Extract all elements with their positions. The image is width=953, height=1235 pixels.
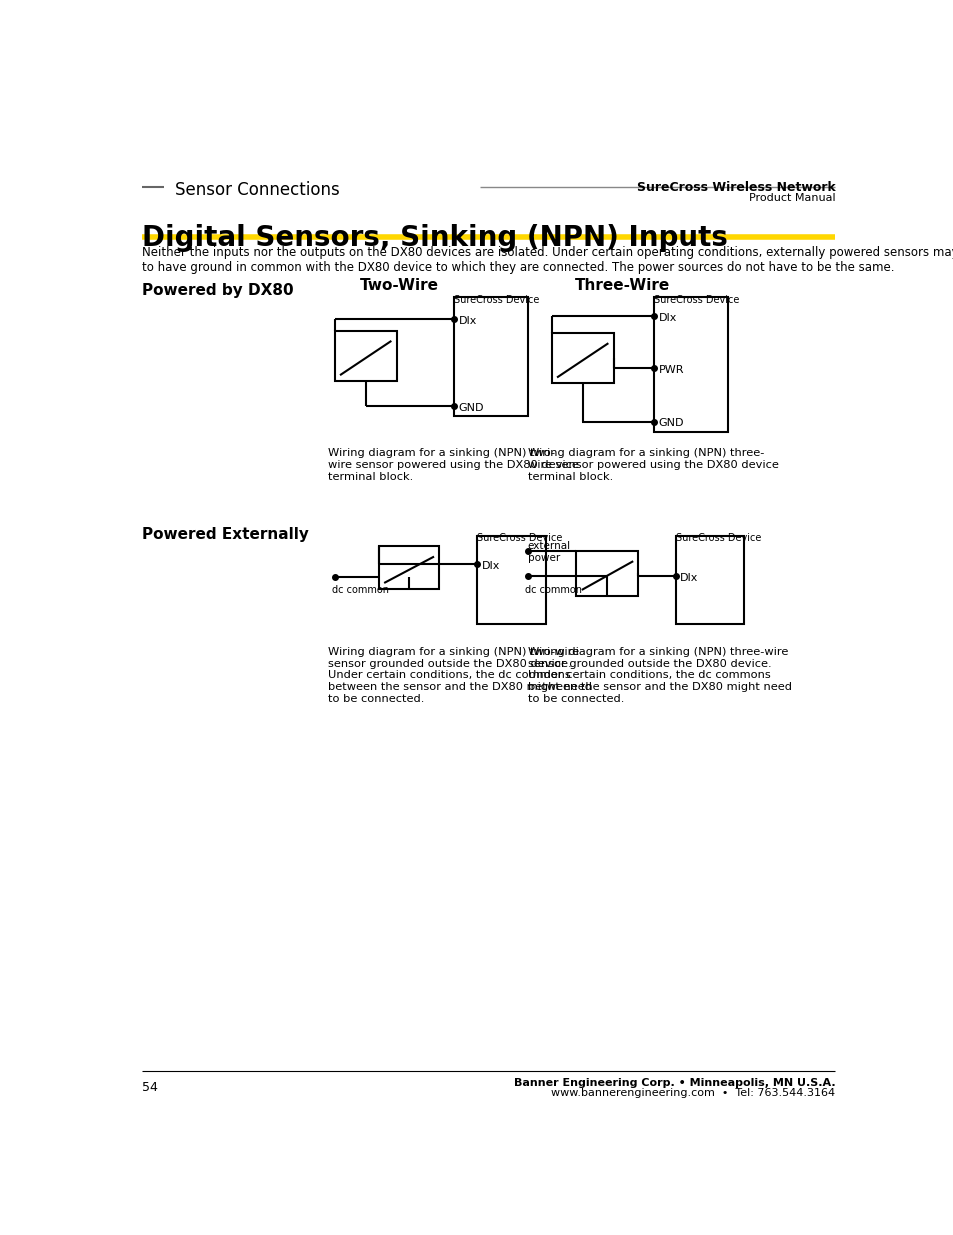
Text: Sensor Connections: Sensor Connections — [174, 180, 339, 199]
Bar — [675, 536, 743, 624]
Text: Powered Externally: Powered Externally — [142, 527, 309, 542]
Text: www.bannerengineering.com  •  Tel: 763.544.3164: www.bannerengineering.com • Tel: 763.544… — [551, 1088, 835, 1098]
Text: 54: 54 — [142, 1082, 158, 1094]
Bar — [378, 546, 439, 589]
Text: Three-Wire: Three-Wire — [575, 278, 670, 293]
Text: Wiring diagram for a sinking (NPN) three-
wire sensor powered using the DX80 dev: Wiring diagram for a sinking (NPN) three… — [528, 448, 779, 482]
Text: external
power: external power — [527, 541, 570, 562]
Text: DIx: DIx — [679, 573, 698, 583]
Text: DIx: DIx — [481, 561, 499, 571]
Text: SureCross Device: SureCross Device — [675, 534, 760, 543]
Text: SureCross Wireless Network: SureCross Wireless Network — [636, 180, 835, 194]
Text: SureCross Device: SureCross Device — [454, 294, 538, 305]
Text: SureCross Device: SureCross Device — [476, 534, 562, 543]
Bar — [476, 536, 545, 624]
Text: GND: GND — [458, 403, 484, 412]
Text: Digital Sensors, Sinking (NPN) Inputs: Digital Sensors, Sinking (NPN) Inputs — [142, 224, 727, 252]
Text: Two-Wire: Two-Wire — [359, 278, 438, 293]
Bar — [576, 551, 638, 595]
Text: Product Manual: Product Manual — [748, 193, 835, 203]
Text: Banner Engineering Corp. • Minneapolis, MN U.S.A.: Banner Engineering Corp. • Minneapolis, … — [513, 1078, 835, 1088]
Text: Powered by DX80: Powered by DX80 — [142, 283, 294, 298]
Text: Wiring diagram for a sinking (NPN) three-wire
sensor grounded outside the DX80 d: Wiring diagram for a sinking (NPN) three… — [528, 647, 792, 704]
Text: Wiring diagram for a sinking (NPN) two-wire
sensor grounded outside the DX80 dev: Wiring diagram for a sinking (NPN) two-w… — [328, 647, 592, 704]
Text: Neither the inputs nor the outputs on the DX80 devices are isolated. Under certa: Neither the inputs nor the outputs on th… — [142, 246, 953, 274]
Bar — [454, 296, 527, 416]
Text: DIx: DIx — [458, 316, 476, 326]
Text: GND: GND — [658, 419, 683, 429]
Text: Wiring diagram for a sinking (NPN) two-
wire sensor powered using the DX80 devic: Wiring diagram for a sinking (NPN) two- … — [328, 448, 578, 482]
Bar — [551, 333, 613, 383]
Text: dc common: dc common — [332, 585, 389, 595]
Text: PWR: PWR — [658, 364, 683, 374]
Bar — [335, 331, 396, 380]
Text: DIx: DIx — [658, 312, 677, 324]
Text: dc common: dc common — [525, 585, 581, 595]
Bar — [654, 296, 727, 431]
Text: SureCross Device: SureCross Device — [654, 294, 739, 305]
